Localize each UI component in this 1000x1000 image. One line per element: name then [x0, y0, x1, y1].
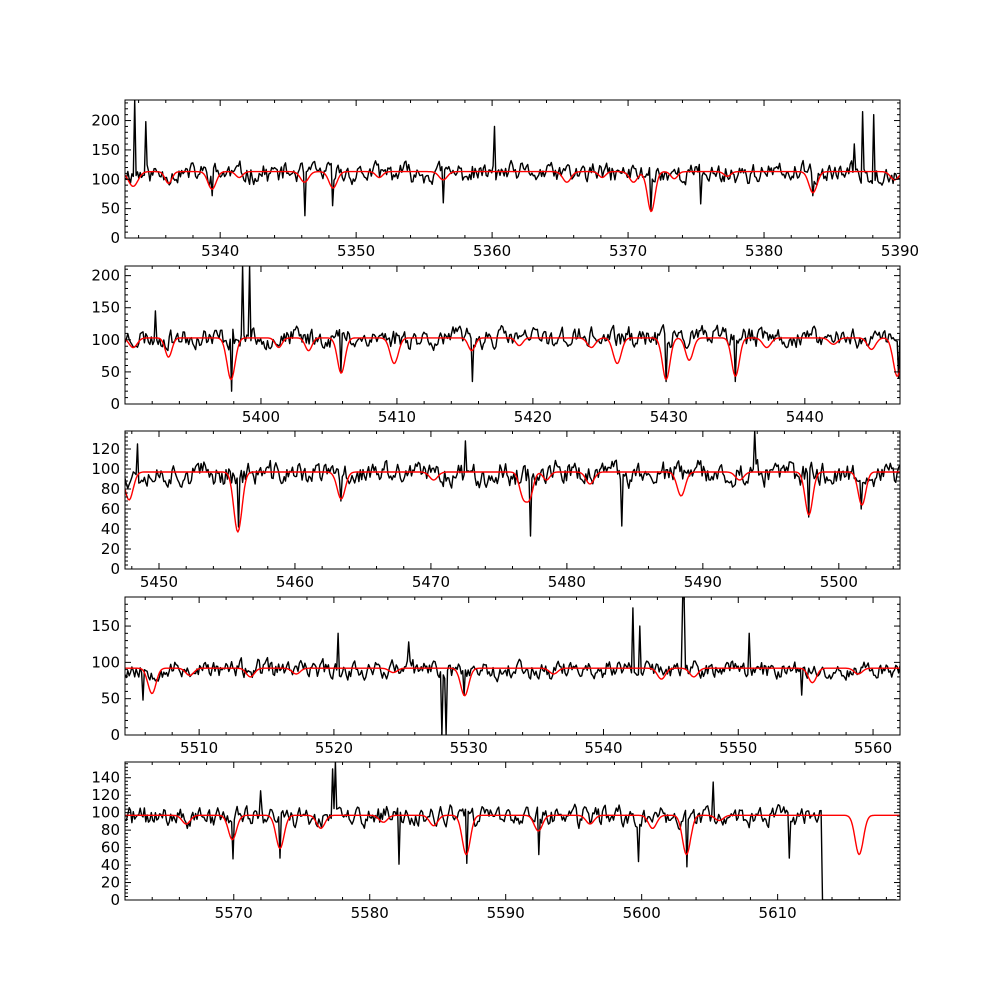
- y-tick-label: 60: [101, 500, 120, 518]
- y-tick-label: 100: [91, 653, 120, 671]
- model-spectrum-line: [125, 170, 900, 213]
- axes-frame: [124, 596, 901, 736]
- x-tick-label: 5560: [854, 739, 892, 757]
- axes-frame: [124, 430, 901, 570]
- x-tick-label: 5420: [514, 408, 552, 426]
- y-tick-label: 100: [91, 804, 120, 822]
- plot-area: [125, 266, 900, 392]
- model-spectrum-line: [125, 337, 900, 381]
- model-spectrum-line: [125, 471, 900, 533]
- y-tick-label: 50: [101, 690, 120, 708]
- observed-spectrum-line: [125, 100, 900, 217]
- x-tick-label: 5530: [450, 739, 488, 757]
- x-tick-label: 5600: [623, 904, 661, 922]
- x-tick-label: 5400: [242, 408, 280, 426]
- axes-frame: [124, 99, 901, 239]
- x-tick-label: 5450: [140, 573, 178, 591]
- y-tick-label: 200: [91, 112, 120, 130]
- x-tick-label: 5440: [786, 408, 824, 426]
- x-tick-label: 5360: [473, 242, 511, 260]
- x-tick-label: 5520: [315, 739, 353, 757]
- x-tick-label: 5370: [609, 242, 647, 260]
- observed-spectrum-line: [125, 597, 900, 735]
- x-tick-label: 5380: [745, 242, 783, 260]
- x-tick-label: 5350: [337, 242, 375, 260]
- x-tick-label: 5340: [201, 242, 239, 260]
- x-tick-label: 5430: [650, 408, 688, 426]
- panel-3: 5450 5460 5470 5480 5490 5500 0 20 40 60 80 100 120: [91, 430, 901, 591]
- x-tick-label: 5570: [215, 904, 253, 922]
- y-tick-label: 100: [91, 331, 120, 349]
- x-tick-label: 5500: [820, 573, 858, 591]
- y-tick-label: 20: [101, 874, 120, 892]
- y-tick-label: 0: [110, 726, 120, 744]
- axes-frame: [124, 761, 901, 901]
- plot-area: [125, 431, 900, 537]
- y-tick-label: 150: [91, 617, 120, 635]
- y-tick-label: 200: [91, 267, 120, 285]
- axes-frame: [124, 265, 901, 405]
- y-tick-label: 150: [91, 299, 120, 317]
- x-tick-label: 5590: [487, 904, 525, 922]
- y-tick-label: 40: [101, 856, 120, 874]
- y-tick-label: 20: [101, 540, 120, 558]
- x-tick-label: 5510: [180, 739, 218, 757]
- y-tick-label: 80: [101, 821, 120, 839]
- y-tick-label: 140: [91, 769, 120, 787]
- y-tick-label: 100: [91, 460, 120, 478]
- y-tick-label: 50: [101, 363, 120, 381]
- model-spectrum-line: [125, 667, 900, 697]
- x-tick-label: 5470: [412, 573, 450, 591]
- observed-spectrum-line: [125, 431, 900, 537]
- x-tick-label: 5610: [759, 904, 797, 922]
- x-tick-label: 5410: [378, 408, 416, 426]
- y-tick-label: 0: [110, 395, 120, 413]
- model-spectrum-line: [125, 814, 900, 856]
- observed-spectrum-line: [125, 266, 900, 392]
- y-tick-label: 60: [101, 839, 120, 857]
- x-tick-label: 5550: [719, 739, 757, 757]
- y-tick-label: 80: [101, 480, 120, 498]
- panel-2: 5400 5410 5420 5430 5440 0 50 100 150 200: [91, 265, 901, 426]
- y-tick-label: 40: [101, 520, 120, 538]
- x-tick-label: 5490: [684, 573, 722, 591]
- plot-area: [125, 762, 900, 900]
- y-tick-label: 150: [91, 141, 120, 159]
- x-tick-label: 5390: [881, 242, 919, 260]
- y-tick-label: 120: [91, 440, 120, 458]
- y-tick-label: 0: [110, 891, 120, 909]
- y-tick-label: 100: [91, 170, 120, 188]
- y-tick-label: 0: [110, 560, 120, 578]
- y-tick-label: 0: [110, 229, 120, 247]
- panel-1: 5340 5350 5360 5370 5380 5390 0 50 100 150 200: [91, 99, 919, 260]
- observed-spectrum-line: [125, 762, 896, 900]
- x-tick-label: 5580: [351, 904, 389, 922]
- plot-area: [125, 597, 900, 735]
- x-tick-label: 5460: [276, 573, 314, 591]
- plot-area: [125, 100, 900, 217]
- y-tick-label: 120: [91, 786, 120, 804]
- panel-4: 5510 5520 5530 5540 5550 5560 0 50 100 150: [91, 596, 901, 757]
- y-tick-label: 50: [101, 200, 120, 218]
- x-tick-label: 5540: [584, 739, 622, 757]
- x-tick-label: 5480: [548, 573, 586, 591]
